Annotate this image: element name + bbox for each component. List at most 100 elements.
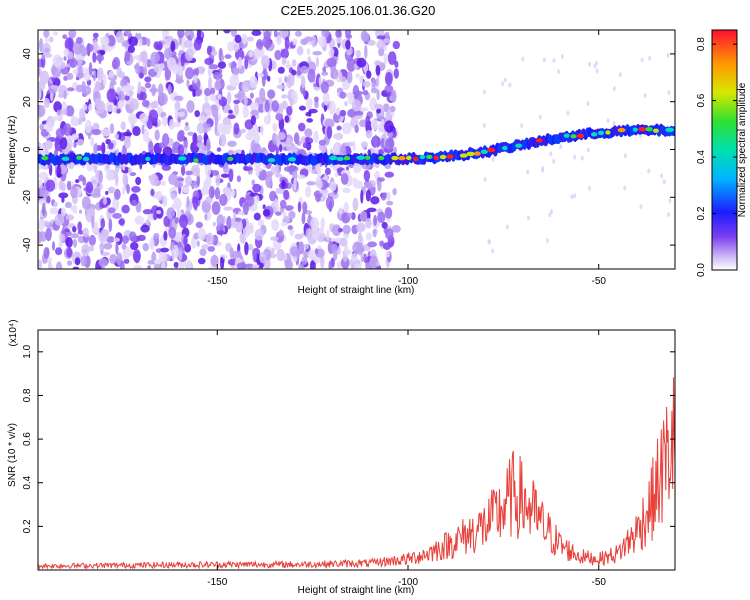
noise-blob (505, 224, 509, 230)
noise-blob (98, 170, 103, 184)
noise-blob (376, 260, 380, 267)
noise-blob (580, 155, 584, 161)
colorbar-tick-label: 0.2 (696, 206, 707, 220)
noise-blob (378, 47, 385, 57)
noise-blob (282, 211, 287, 218)
noise-blob (319, 188, 330, 195)
noise-blob (301, 256, 308, 265)
noise-blob (298, 263, 305, 269)
noise-blob (154, 129, 160, 141)
noise-blob (223, 206, 234, 211)
noise-blob (222, 162, 229, 173)
noise-blob (352, 162, 362, 174)
noise-blob (114, 133, 119, 140)
noise-blob (256, 41, 264, 48)
noise-blob (134, 215, 144, 226)
noise-blob (194, 110, 200, 118)
noise-blob (359, 107, 369, 112)
noise-blob (326, 229, 330, 241)
ridge-hot-blob (570, 134, 577, 139)
noise-blob (666, 52, 670, 58)
noise-blob (85, 181, 94, 194)
noise-blob (116, 30, 124, 44)
noise-blob (173, 181, 184, 189)
noise-blob (94, 221, 99, 234)
noise-blob (386, 200, 394, 206)
noise-blob (160, 247, 170, 253)
noise-blob (252, 183, 262, 193)
spectrogram-image (38, 30, 675, 269)
noise-blob (120, 121, 126, 131)
noise-blob (352, 140, 356, 152)
noise-blob (606, 118, 610, 124)
spectrogram-axes: -150 -100 -50 -40 -20 0 20 40 (22, 30, 675, 287)
noise-blob (316, 164, 321, 179)
noise-blob (360, 30, 369, 42)
noise-blob (127, 45, 135, 54)
noise-blob (38, 88, 42, 100)
noise-blob (552, 158, 556, 164)
noise-blob (93, 143, 98, 155)
noise-blob (552, 58, 556, 64)
noise-blob (124, 30, 131, 36)
noise-blob (302, 201, 308, 214)
noise-blob (254, 167, 263, 173)
noise-blob (185, 122, 189, 127)
noise-blob (314, 96, 319, 103)
noise-blob (129, 90, 134, 96)
noise-blob (374, 134, 378, 149)
colorbar: 0.0 0.2 0.4 0.6 0.8 Normalized spectral ampl… (696, 29, 748, 277)
noise-blob (56, 164, 62, 179)
noise-blob (220, 54, 225, 61)
noise-blob (121, 243, 127, 250)
noise-blob (284, 36, 290, 50)
noise-blob (235, 221, 244, 233)
noise-blob (340, 173, 349, 185)
noise-blob (278, 76, 283, 84)
noise-blob (639, 204, 643, 210)
noise-blob (521, 56, 525, 62)
noise-blob (595, 68, 599, 74)
noise-blob (332, 133, 343, 140)
noise-blob (52, 31, 59, 36)
noise-blob (328, 48, 335, 58)
noise-blob (46, 195, 51, 204)
noise-blob (121, 204, 130, 214)
noise-blob (63, 230, 72, 237)
noise-blob (66, 72, 74, 80)
noise-blob (219, 194, 228, 206)
ridge-hot-blob (287, 157, 297, 162)
ridge-hot-blob (61, 156, 70, 162)
noise-blob (377, 177, 385, 182)
noise-blob (217, 94, 222, 100)
noise-blob (392, 40, 401, 50)
noise-blob (131, 199, 138, 206)
noise-blob (92, 51, 97, 63)
noise-blob (275, 113, 284, 121)
noise-blob (248, 50, 254, 58)
noise-blob (383, 130, 387, 140)
snr-xlabel: Height of straight line (km) (298, 585, 415, 596)
noise-blob (75, 72, 86, 78)
noise-blob (54, 213, 65, 226)
noise-blob (303, 243, 309, 250)
ridge-hot-blob (267, 157, 276, 163)
noise-blob (54, 137, 62, 152)
noise-blob (196, 175, 200, 187)
noise-blob (141, 124, 145, 135)
noise-blob (390, 89, 397, 103)
noise-blob (335, 36, 343, 44)
noise-blob (38, 259, 43, 269)
noise-blob (185, 67, 195, 80)
noise-blob (43, 30, 50, 38)
noise-blob (137, 32, 142, 40)
noise-blob (64, 37, 74, 52)
noise-blob (241, 33, 248, 45)
noise-blob (204, 57, 214, 66)
noise-blob (264, 100, 270, 113)
noise-blob (383, 37, 391, 44)
noise-blob (70, 233, 80, 239)
noise-blob (311, 35, 317, 48)
noise-blob (173, 197, 182, 210)
noise-blob (322, 91, 330, 106)
